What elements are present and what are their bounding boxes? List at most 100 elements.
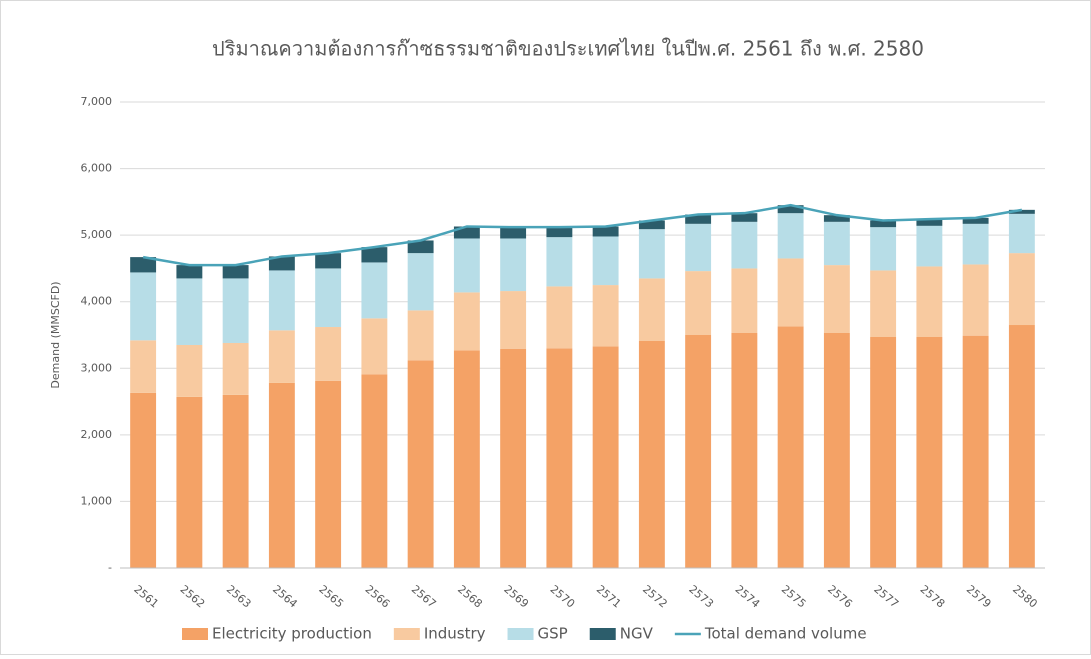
chart-title: ปริมาณความต้องการก๊าซธรรมชาติของประเทศไท…: [212, 37, 924, 61]
bar-segment: [130, 257, 157, 273]
bar-segment: [222, 278, 249, 343]
bar-segment: [685, 271, 712, 335]
bar-segment: [361, 247, 388, 263]
bar-segment: [685, 223, 712, 272]
legend-label: Electricity production: [212, 625, 372, 643]
bar-segment: [176, 278, 203, 345]
bar-segment: [916, 225, 943, 267]
legend-label: GSP: [538, 625, 568, 643]
bar-segment: [500, 227, 527, 239]
bar-segment: [777, 258, 804, 327]
y-tick-label: 2,000: [81, 428, 113, 441]
bar-segment: [130, 340, 157, 393]
bar-segment: [870, 336, 897, 568]
legend-swatch: [393, 628, 420, 640]
bar-segment: [176, 396, 203, 568]
legend-swatch: [182, 628, 208, 640]
bar-segment: [777, 326, 804, 568]
bar-segment: [962, 217, 989, 224]
bar-segment: [592, 226, 619, 237]
bar-segment: [407, 253, 434, 311]
bar-segment: [361, 262, 388, 319]
bar-segment: [916, 266, 943, 337]
legend-label: Total demand volume: [704, 625, 867, 643]
bar-segment: [407, 310, 434, 361]
bar-segment: [361, 318, 388, 375]
y-tick-label: 7,000: [81, 95, 113, 108]
bar-segment: [592, 346, 619, 568]
y-tick-label: 4,000: [81, 295, 113, 308]
bar-segment: [916, 336, 943, 568]
bar-segment: [731, 333, 758, 568]
bar-segment: [823, 221, 850, 266]
bar-segment: [268, 382, 295, 568]
bar-segment: [962, 335, 989, 568]
bar-segment: [962, 264, 989, 336]
bar-segment: [546, 286, 573, 349]
y-tick-label: -: [108, 561, 112, 574]
y-tick-label: 1,000: [81, 494, 113, 507]
bar-segment: [1008, 209, 1035, 214]
bar-segment: [685, 214, 712, 224]
bar-segment: [1008, 253, 1035, 326]
legend-swatch: [507, 628, 534, 640]
bar-segment: [592, 285, 619, 347]
bar-segment: [176, 265, 203, 279]
bar-segment: [268, 256, 295, 271]
bar-segment: [500, 348, 527, 568]
bar-segment: [268, 330, 295, 383]
bar-segment: [500, 291, 527, 349]
bar-segment: [222, 265, 249, 279]
bar-segment: [315, 327, 342, 381]
bar-segment: [685, 335, 712, 568]
bar-segment: [453, 350, 480, 568]
bar-segment: [638, 220, 665, 230]
bar-segment: [222, 394, 249, 568]
bar-segment: [870, 220, 897, 228]
bar-segment: [222, 342, 249, 395]
y-tick-label: 5,000: [81, 228, 113, 241]
bar-segment: [268, 270, 295, 331]
bar-segment: [176, 344, 203, 397]
bar-segment: [823, 215, 850, 222]
bar-segment: [546, 237, 573, 287]
bar-segment: [638, 229, 665, 279]
bar-segment: [731, 221, 758, 269]
legend-swatch: [589, 628, 616, 640]
bar-segment: [546, 348, 573, 568]
y-axis-label: Demand (MMSCFD): [49, 281, 62, 388]
bar-segment: [361, 374, 388, 568]
bar-segment: [1008, 213, 1035, 254]
bar-segment: [823, 265, 850, 334]
bar-segment: [407, 240, 434, 254]
bar-segment: [731, 268, 758, 334]
bar-segment: [823, 333, 850, 568]
bar-segment: [500, 238, 527, 292]
bar-segment: [407, 360, 434, 568]
bar-segment: [315, 268, 342, 328]
bar-segment: [638, 278, 665, 341]
bar-segment: [962, 223, 989, 265]
bar-segment: [638, 340, 665, 568]
bar-segment: [592, 236, 619, 286]
bar-segment: [916, 219, 943, 226]
bar-segment: [130, 272, 157, 341]
bar-segment: [777, 213, 804, 259]
legend-label: NGV: [620, 625, 654, 643]
bar-segment: [453, 292, 480, 351]
bar-segment: [130, 392, 157, 568]
y-tick-label: 3,000: [81, 361, 113, 374]
legend-label: Industry: [424, 625, 486, 643]
bar-segment: [546, 227, 573, 238]
line-series: [142, 203, 1023, 267]
y-tick-label: 6,000: [81, 162, 113, 175]
bar-segment: [315, 380, 342, 568]
bar-segment: [870, 270, 897, 337]
bar-segment: [870, 227, 897, 271]
bar-segment: [315, 253, 342, 269]
bar-segment: [453, 226, 480, 239]
bar-segment: [777, 205, 804, 214]
bar-segment: [1008, 325, 1035, 568]
bar-segment: [453, 238, 480, 293]
